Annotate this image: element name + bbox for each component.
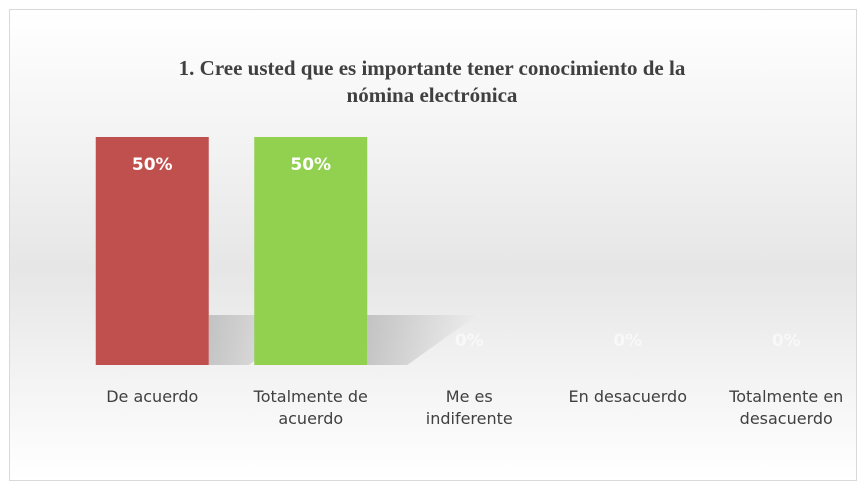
chart-title: 1. Cree usted que es importante tener co… [178, 56, 686, 107]
x-tick-label: Me es indiferente [425, 387, 513, 428]
value-label: 50% [290, 155, 332, 175]
x-tick-label: Totalmente en desacuerdo [729, 387, 844, 428]
bar [95, 137, 209, 365]
x-tick-label: En desacuerdo [568, 387, 688, 406]
x-tick-label: Totalmente de acuerdo [253, 387, 368, 428]
x-tick-label: De acuerdo [106, 387, 199, 406]
value-label: 0% [613, 331, 643, 351]
value-label: 0% [771, 331, 801, 351]
value-label: 0% [454, 331, 484, 351]
value-label: 50% [131, 155, 173, 175]
bar [254, 137, 368, 365]
bar-shadow [367, 315, 478, 365]
